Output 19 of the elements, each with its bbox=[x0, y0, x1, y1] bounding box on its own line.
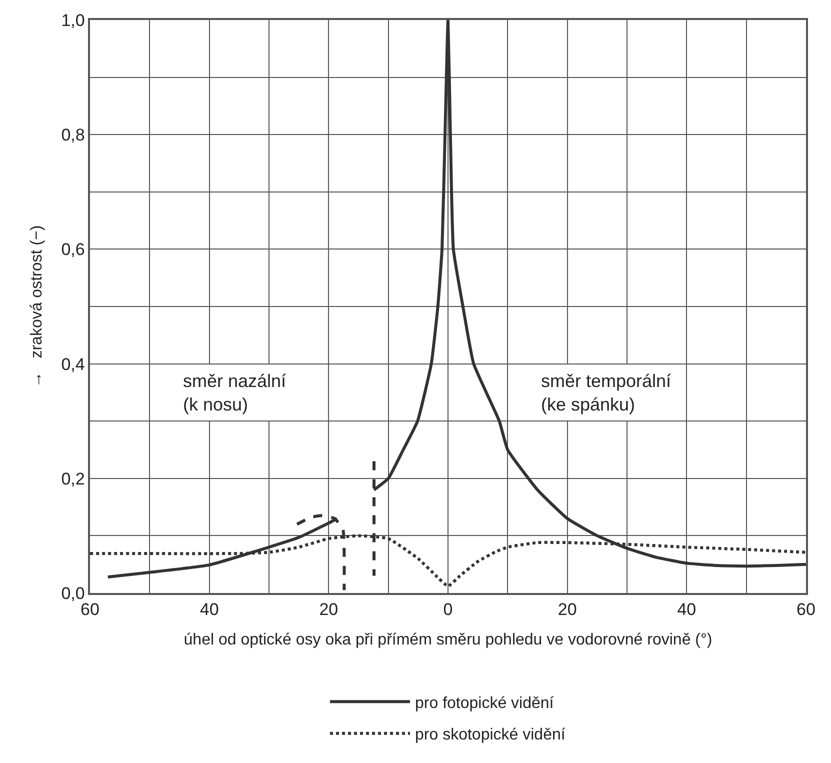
x-tick-label: 60 bbox=[80, 600, 100, 620]
x-tick-label: 40 bbox=[200, 600, 219, 620]
x-tick-label: 40 bbox=[677, 600, 696, 620]
x-tick-label: 20 bbox=[319, 600, 338, 620]
x-tick-label: 20 bbox=[558, 600, 577, 620]
y-tick-label: 0,2 bbox=[61, 469, 85, 488]
x-tick-label: 0 bbox=[443, 600, 453, 620]
y-tick-label: 1,0 bbox=[61, 10, 85, 30]
y-tick-label: 0,6 bbox=[61, 240, 85, 260]
y-tick-label: 0,4 bbox=[61, 354, 85, 374]
y-tick-label: 0,0 bbox=[61, 584, 85, 603]
legend-label: pro skotopické vidění bbox=[415, 726, 566, 744]
x-tick-label: 60 bbox=[796, 600, 816, 620]
y-tick-label: 0,8 bbox=[61, 126, 85, 145]
x-axis-title: úhel od optické osy oka při přímém směru pohledu ve vodorovné rovině (°) bbox=[184, 631, 712, 648]
y-axis-title: → zraková ostrost (−) bbox=[28, 225, 46, 388]
annotation: směr nazální (k nosu) bbox=[183, 371, 286, 414]
legend-label: pro fotopické vidění bbox=[415, 694, 554, 712]
annotation: směr temporální (ke spánku) bbox=[541, 371, 672, 414]
